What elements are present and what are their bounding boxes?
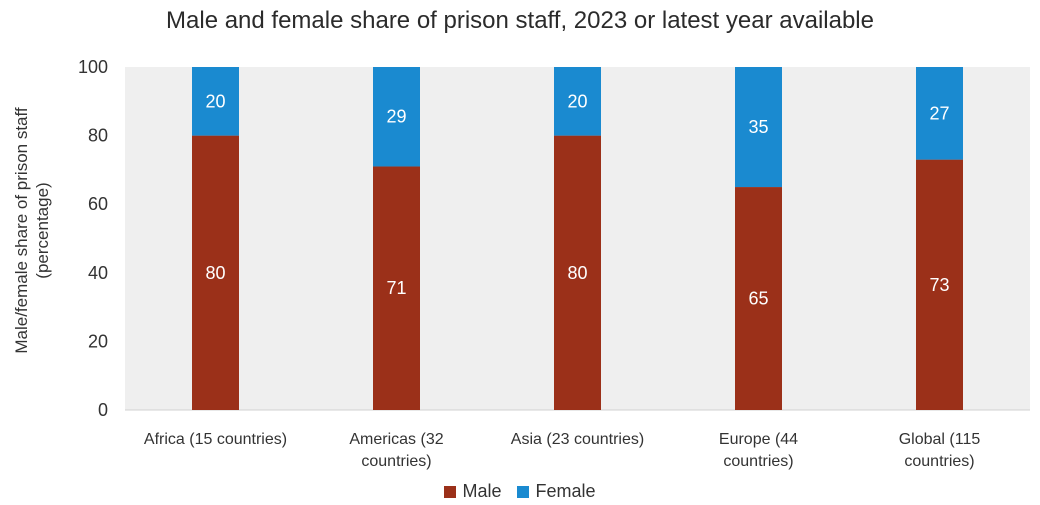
bar-female [192, 67, 239, 136]
data-labels: 80 20 71 29 80 20 65 35 73 27 [205, 91, 949, 308]
y-axis-title: Male/female share of prison staff (percen… [12, 107, 52, 354]
chart-title: Male and female share of prison staff, 2… [166, 7, 874, 34]
legend-swatch [517, 485, 530, 498]
data-label-female: 20 [567, 91, 587, 111]
axes: 0 20 40 60 80 100 Male/female share of prison … [12, 57, 1030, 470]
bar-male [554, 135, 601, 410]
bar-male [916, 159, 963, 410]
data-label-male: 80 [567, 263, 587, 283]
data-label-male: 80 [205, 263, 225, 283]
x-category-label: Americas (32 countries) [349, 431, 443, 470]
legend-swatch [444, 485, 457, 498]
data-label-male: 71 [386, 278, 406, 298]
data-label-male: 73 [929, 275, 949, 295]
data-label-female: 29 [386, 107, 406, 127]
bar-male [373, 166, 420, 410]
legend-item-female: Female [517, 481, 596, 502]
data-label-female: 20 [205, 91, 225, 111]
legend-item-male: Male [444, 481, 501, 502]
bar-male [735, 187, 782, 410]
y-tick-label: 80 [88, 126, 108, 146]
y-tick-label: 60 [88, 194, 108, 214]
bar-female [554, 67, 601, 136]
y-tick-label: 0 [98, 400, 108, 420]
legend-label: Female [535, 481, 596, 501]
x-category-label: Asia (23 countries) [511, 431, 644, 448]
legend: Male Female [0, 481, 1040, 502]
x-category-label: Europe (44 countries) [719, 431, 798, 470]
legend-label: Male [462, 481, 502, 501]
bar-female [373, 67, 420, 167]
y-tick-label: 20 [88, 331, 108, 351]
x-category-label: Global (115 countries) [899, 431, 981, 470]
bar-female [916, 67, 963, 160]
data-label-male: 65 [748, 289, 768, 309]
data-label-female: 35 [748, 117, 768, 137]
bar-female [735, 67, 782, 188]
x-category-label: Africa (15 countries) [144, 431, 287, 448]
y-tick-label: 100 [78, 57, 108, 77]
y-tick-label: 40 [88, 263, 108, 283]
bar-male [192, 135, 239, 410]
bars [192, 67, 963, 410]
data-label-female: 27 [929, 103, 949, 123]
